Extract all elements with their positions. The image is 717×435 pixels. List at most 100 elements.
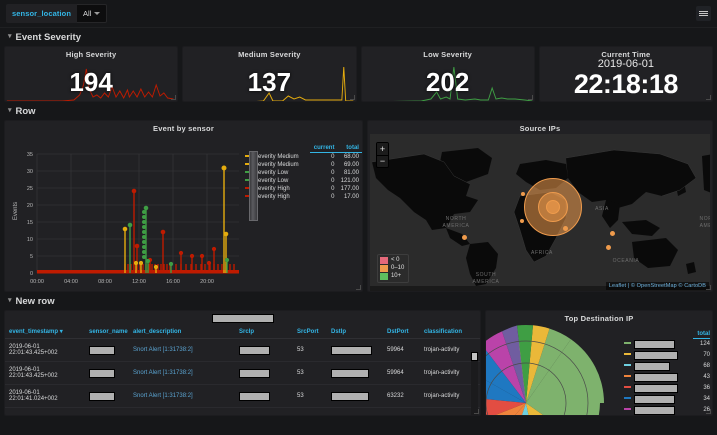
- pie-legend-total-header[interactable]: total: [693, 331, 710, 339]
- svg-text:ASIA: ASIA: [595, 206, 609, 212]
- panel-top-destination-ip[interactable]: Top Destination IP: [485, 310, 713, 416]
- table-row[interactable]: 2019-06-01 22:01:43.425+002 Snort Alert […: [5, 338, 480, 362]
- pie-swatch-cell: [624, 361, 634, 372]
- column-header-classification[interactable]: classification: [420, 325, 480, 339]
- legend-color-swatch[interactable]: [624, 386, 631, 389]
- pie-legend-row[interactable]: 34: [624, 394, 710, 405]
- map-bubble-point[interactable]: [519, 219, 524, 223]
- row-header-row[interactable]: ▾ Row: [0, 102, 717, 120]
- panel-resize-handle[interactable]: [171, 95, 177, 100]
- hamburger-menu-icon[interactable]: [696, 6, 711, 21]
- panel-resize-handle[interactable]: [474, 409, 479, 414]
- legend-color-swatch[interactable]: [624, 364, 631, 367]
- legend-scrollbar[interactable]: [249, 151, 258, 221]
- legend-row[interactable]: severity Medium 0 69.00: [243, 161, 362, 169]
- legend-swatch-negative: [379, 257, 388, 264]
- variable-value-dropdown[interactable]: All: [77, 4, 108, 23]
- legend-row[interactable]: severity Low 0 81.00: [243, 169, 362, 177]
- map-bubble-point[interactable]: [562, 226, 568, 231]
- legend-header-total[interactable]: total: [337, 145, 362, 153]
- map-zoom-controls[interactable]: + −: [375, 142, 389, 168]
- panel-resize-handle[interactable]: [355, 285, 361, 290]
- legend-header-current[interactable]: current: [310, 145, 338, 153]
- pie-legend-value: 43: [703, 374, 710, 380]
- column-header-srcport[interactable]: SrcPort: [293, 325, 327, 339]
- panel-row-bottom: event_timestamp ▾ sensor_name alert_desc…: [0, 310, 717, 416]
- column-header-dstip[interactable]: DstIp: [327, 325, 383, 339]
- pie-legend-row[interactable]: 68: [624, 361, 710, 372]
- cell-srcip: [235, 384, 293, 408]
- legend-row[interactable]: severity High 0 17.00: [243, 193, 362, 201]
- svg-text:08:00: 08:00: [98, 279, 112, 285]
- pie-legend-row[interactable]: 124: [624, 339, 710, 350]
- legend-color-swatch[interactable]: [245, 171, 252, 174]
- zoom-in-button[interactable]: +: [376, 143, 388, 155]
- graph-legend[interactable]: current total severity Medium 0 68.00 se…: [243, 133, 362, 291]
- column-header-event-timestamp[interactable]: event_timestamp ▾: [5, 325, 85, 339]
- legend-color-swatch[interactable]: [624, 375, 631, 378]
- table-scrollbar-thumb[interactable]: [471, 352, 478, 361]
- panel-resize-handle[interactable]: [706, 409, 711, 414]
- svg-text:35: 35: [27, 152, 33, 158]
- legend-total: 81.00: [343, 170, 359, 176]
- column-header-alert-description[interactable]: alert_description: [129, 325, 235, 339]
- column-header-dstport[interactable]: DstPort: [383, 325, 420, 339]
- map-bubble-point[interactable]: [461, 235, 467, 240]
- panel-low-severity[interactable]: Low Severity 202: [360, 46, 535, 102]
- svg-text:AMERICA: AMERICA: [472, 279, 499, 285]
- table-row[interactable]: 2019-06-01 22:01:43.425+002 Snort Alert […: [5, 361, 480, 385]
- map-bubble-point[interactable]: [520, 192, 525, 196]
- legend-color-swatch[interactable]: [245, 179, 252, 182]
- legend-row[interactable]: severity Low 0 121.00: [243, 177, 362, 185]
- panel-event-by-sensor[interactable]: Event by sensor Events 35 30 25 20 15 10…: [4, 120, 363, 292]
- panel-resize-handle[interactable]: [349, 95, 355, 100]
- legend-row[interactable]: severity Medium 0 68.00: [243, 153, 362, 162]
- pie-legend-row[interactable]: 14: [624, 416, 710, 417]
- map-bubble-small[interactable]: [545, 200, 560, 214]
- table-row[interactable]: 2019-06-01 22:01:41.024+002 Snort Alert […: [5, 384, 480, 408]
- zoom-out-button[interactable]: −: [376, 155, 388, 167]
- legend-current: 0: [331, 170, 335, 176]
- panel-resize-handle[interactable]: [527, 95, 533, 100]
- legend-color-swatch[interactable]: [624, 397, 631, 400]
- graph-plot[interactable]: Events 35 30 25 20 15 10 5 0: [5, 133, 243, 288]
- pie-legend[interactable]: total 124 70: [624, 323, 712, 415]
- legend-color-swatch[interactable]: [624, 353, 631, 356]
- legend-color-swatch[interactable]: [245, 187, 252, 190]
- legend-color-swatch[interactable]: [245, 155, 252, 158]
- pie-legend-row[interactable]: 70: [624, 350, 710, 361]
- map-bubble-point[interactable]: [605, 245, 611, 250]
- panel-events-table[interactable]: event_timestamp ▾ sensor_name alert_desc…: [4, 310, 481, 416]
- cell-classification: trojan-activity: [420, 384, 480, 408]
- pie-legend-row[interactable]: 43: [624, 372, 710, 383]
- panel-resize-handle[interactable]: [706, 285, 711, 290]
- map-bubble-point[interactable]: [609, 231, 615, 236]
- pie-chart[interactable]: [486, 323, 624, 415]
- svg-text:5: 5: [30, 254, 33, 260]
- map-canvas[interactable]: NORTH AMERICA SOUTH AMERICA AFRICA ASIA OC…: [369, 134, 710, 291]
- legend-color-swatch[interactable]: [624, 342, 631, 345]
- legend-color-swatch[interactable]: [245, 163, 252, 166]
- row-header-event-severity[interactable]: ▾ Event Severity: [0, 28, 717, 46]
- panel-medium-severity[interactable]: Medium Severity 137: [182, 46, 357, 102]
- table-scrollbar-track[interactable]: [471, 352, 478, 415]
- cell-alert-description: Snort Alert [1:31738:2]: [129, 384, 235, 408]
- panel-source-ips[interactable]: Source IPs: [366, 120, 713, 292]
- legend-current: 0: [331, 154, 335, 160]
- redacted-value: [634, 339, 675, 349]
- template-variable-sensor-location[interactable]: sensor_location All: [6, 4, 108, 23]
- panel-high-severity[interactable]: High Severity 194: [4, 46, 179, 102]
- legend-color-swatch[interactable]: [624, 408, 631, 411]
- map-attribution[interactable]: Leaflet | © OpenStreetMap © CartoDB: [605, 282, 709, 290]
- legend-color-swatch[interactable]: [245, 195, 252, 198]
- panel-current-time[interactable]: Current Time 2019-06-01 22:18:18: [538, 46, 713, 102]
- pie-legend-row[interactable]: 36: [624, 383, 710, 394]
- column-header-srcip[interactable]: SrcIp: [235, 325, 293, 339]
- column-header-sensor-name[interactable]: sensor_name: [85, 325, 129, 339]
- row-header-new-row[interactable]: ▾ New row: [0, 292, 717, 310]
- legend-series-name: severity High: [255, 186, 290, 192]
- panel-resize-handle[interactable]: [706, 95, 711, 100]
- pie-legend-row[interactable]: 26: [624, 405, 710, 416]
- table-scroll-region[interactable]: event_timestamp ▾ sensor_name alert_desc…: [5, 325, 480, 415]
- legend-row[interactable]: severity High 0 177.00: [243, 185, 362, 193]
